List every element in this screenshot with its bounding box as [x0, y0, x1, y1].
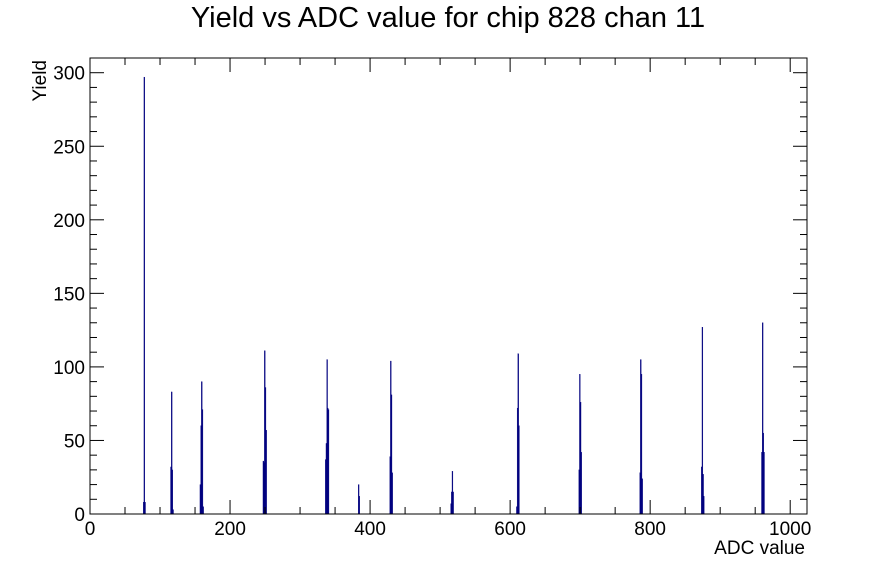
y-tick-label: 50 [64, 431, 85, 452]
x-tick-label: 200 [214, 519, 246, 540]
histogram-bar [703, 496, 705, 515]
chart-title: Yield vs ADC value for chip 828 chan 11 [190, 2, 706, 34]
y-tick-label: 250 [53, 137, 85, 158]
histogram-bar [391, 472, 393, 515]
x-tick-label: 400 [354, 519, 386, 540]
histogram-bar [143, 76, 145, 515]
y-tick-label: 0 [74, 505, 85, 526]
y-tick-label: 300 [53, 64, 85, 85]
y-tick-label: 100 [53, 358, 85, 379]
histogram-bars [143, 76, 765, 515]
histogram-bar [358, 496, 360, 515]
y-tick-label: 150 [53, 284, 85, 305]
x-tick-label: 600 [494, 519, 526, 540]
histogram-bar [202, 506, 204, 515]
plot-frame [89, 57, 808, 515]
y-axis-label: Yield [30, 60, 51, 102]
histogram-bar [265, 430, 267, 515]
histogram-bar [171, 469, 173, 515]
histogram-bar [518, 425, 520, 515]
histogram-bar [144, 502, 146, 515]
histogram-bar [763, 452, 765, 515]
histogram-bar [452, 491, 454, 515]
histogram-bar [327, 409, 330, 515]
x-tick-label: 800 [634, 519, 666, 540]
histogram-bar [641, 478, 643, 515]
histogram-bar [172, 509, 174, 515]
x-tick-label: 0 [85, 519, 96, 540]
x-axis-label: ADC value [714, 538, 805, 559]
x-tick-label: 1000 [769, 519, 811, 540]
histogram-bar [201, 409, 204, 515]
y-tick-label: 200 [53, 211, 85, 232]
histogram-bar [580, 452, 582, 515]
axes: 0 200 400 600 800 1000 0 50 100 150 200 250 300 [53, 57, 811, 540]
